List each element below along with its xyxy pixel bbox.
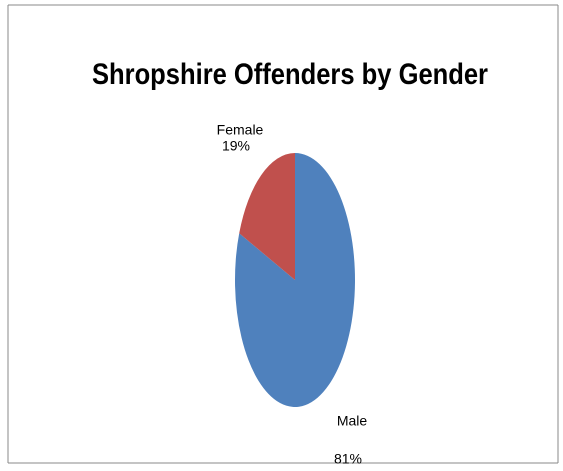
category-label: Female xyxy=(217,122,264,138)
pie-slice xyxy=(234,153,355,407)
chart-title: Shropshire Offenders by Gender xyxy=(92,58,488,91)
value-label: 19% xyxy=(222,138,250,154)
category-label: Male xyxy=(337,413,368,429)
value-label: 81% xyxy=(334,451,362,467)
pie-slice xyxy=(239,153,295,280)
